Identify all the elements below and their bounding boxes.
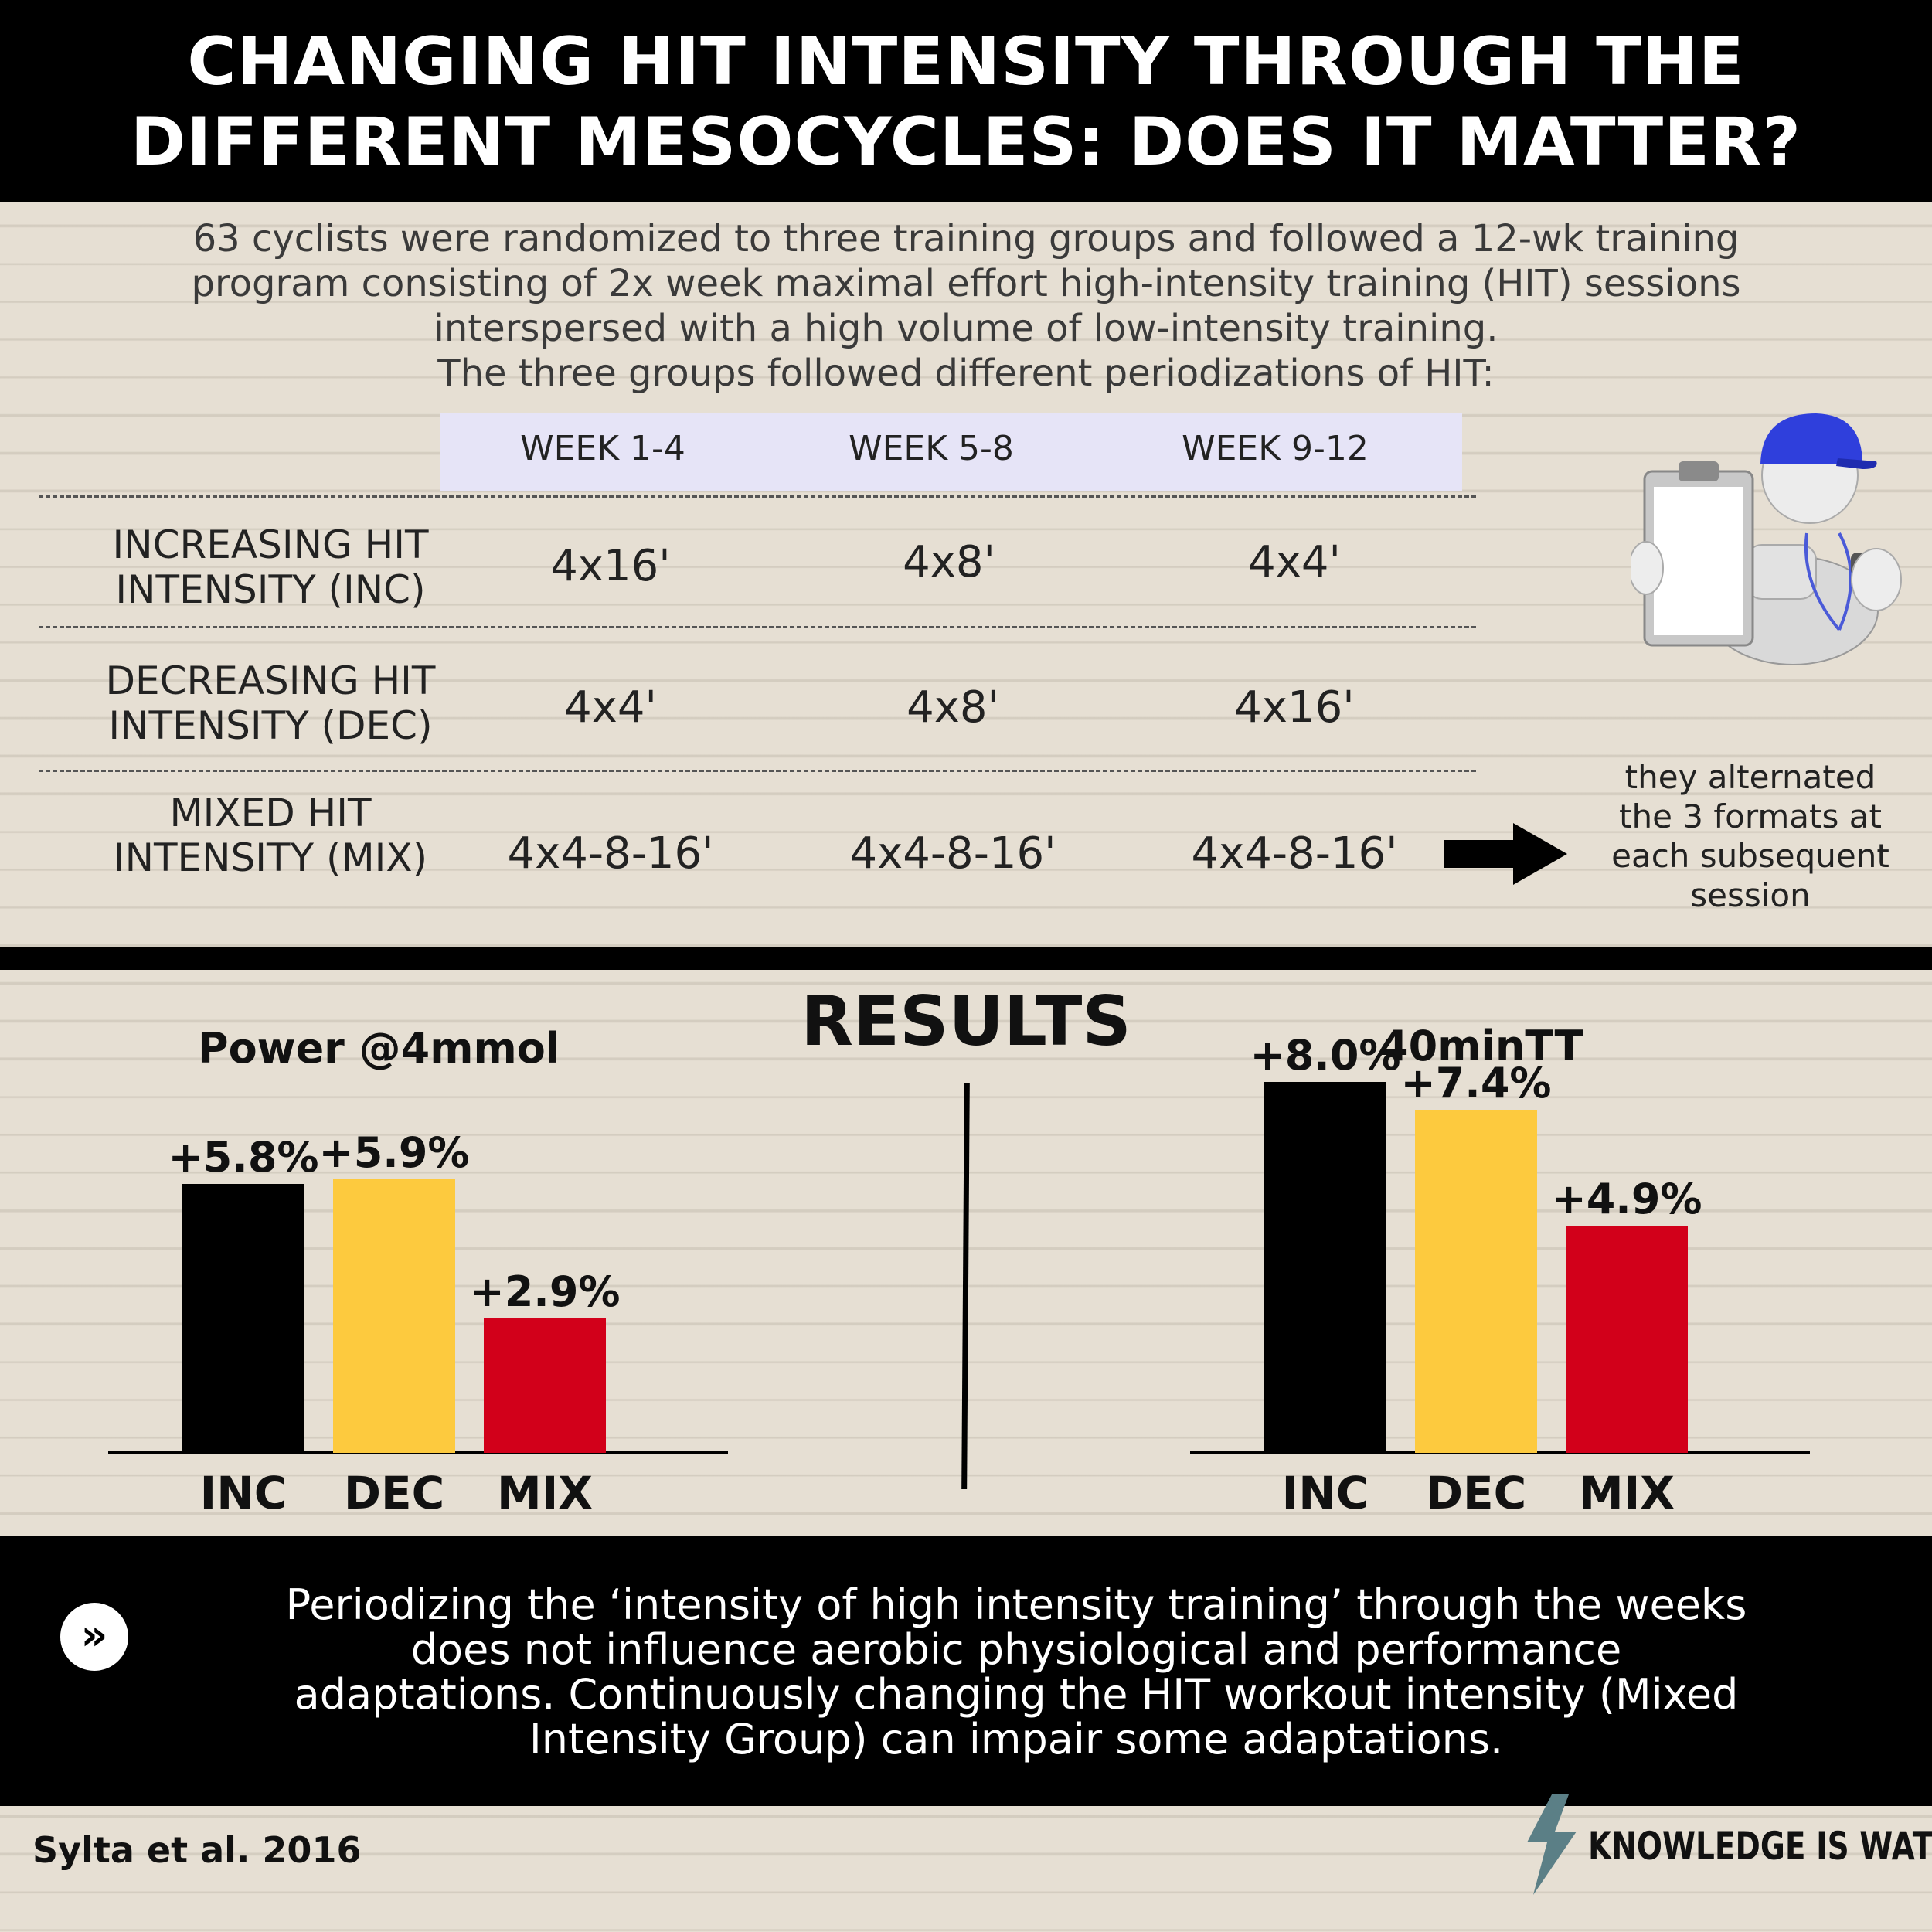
table-divider bbox=[39, 495, 1476, 498]
week-header-3: WEEK 9-12 bbox=[1182, 429, 1369, 468]
bar-dec bbox=[1415, 1110, 1537, 1453]
cell-inc-week3: 4x4' bbox=[1248, 537, 1341, 587]
tick-label-inc: INC bbox=[1282, 1467, 1369, 1519]
coach-figure-icon bbox=[1631, 413, 1902, 665]
section-divider bbox=[0, 947, 1932, 970]
intro-line-2: program consisting of 2x week maximal ef… bbox=[191, 262, 1741, 305]
row-label-mix: MIXED HIT INTENSITY (MIX) bbox=[39, 791, 502, 880]
cell-dec-week1: 4x4' bbox=[564, 682, 657, 733]
tick-label-inc: INC bbox=[200, 1467, 287, 1519]
mix-note-line: the 3 formats at bbox=[1619, 798, 1882, 835]
results-heading: RESULTS bbox=[801, 981, 1131, 1061]
cell-mix-week1: 4x4-8-16' bbox=[507, 828, 714, 879]
row-label-line: INTENSITY (MIX) bbox=[113, 835, 428, 880]
title-band bbox=[0, 0, 1932, 202]
tick-label-dec: DEC bbox=[1426, 1467, 1526, 1519]
double-chevron-right-icon: » bbox=[60, 1603, 128, 1671]
conclusion-line: Intensity Group) can impair some adaptat… bbox=[529, 1715, 1504, 1764]
data-label-mix: +4.9% bbox=[1551, 1175, 1702, 1223]
conclusion-line: adaptations. Continuously changing the H… bbox=[294, 1670, 1739, 1719]
cell-inc-week2: 4x8' bbox=[903, 537, 995, 587]
bar-inc bbox=[1264, 1082, 1386, 1453]
page-title: CHANGING HIT INTENSITY THROUGH THE DIFFE… bbox=[0, 22, 1932, 182]
mix-note-line: each subsequent bbox=[1611, 837, 1889, 875]
week-header-1: WEEK 1-4 bbox=[520, 429, 685, 468]
cell-mix-week2: 4x4-8-16' bbox=[849, 828, 1056, 879]
bar-inc bbox=[182, 1184, 304, 1453]
bar-dec bbox=[333, 1179, 455, 1453]
cell-inc-week1: 4x16' bbox=[550, 541, 671, 591]
row-label-line: INCREASING HIT bbox=[112, 522, 429, 567]
week-header-2: WEEK 5-8 bbox=[849, 429, 1014, 468]
brand-name: KNOWLEDGE IS WATT bbox=[1588, 1824, 1932, 1869]
chart-title-40mintt: 40minTT bbox=[1379, 1022, 1583, 1070]
mix-note-line: they alternated bbox=[1624, 758, 1876, 796]
data-label-dec: +7.4% bbox=[1400, 1059, 1551, 1107]
table-divider bbox=[39, 770, 1476, 772]
conclusion-text: Periodizing the ‘intensity of high inten… bbox=[193, 1583, 1839, 1762]
cell-dec-week3: 4x16' bbox=[1234, 682, 1355, 733]
data-label-inc: +8.0% bbox=[1250, 1031, 1400, 1080]
tick-label-mix: MIX bbox=[1579, 1467, 1675, 1519]
data-label-dec: +5.9% bbox=[318, 1128, 469, 1177]
right-arrow-icon bbox=[1444, 823, 1567, 885]
cell-mix-week3: 4x4-8-16' bbox=[1191, 828, 1398, 879]
chart-separator bbox=[961, 1083, 970, 1490]
citation: Sylta et al. 2016 bbox=[32, 1829, 362, 1871]
power-bar-chart: +5.8% INC +5.9% DEC +2.9% MIX bbox=[108, 1128, 728, 1519]
row-label-line: DECREASING HIT bbox=[105, 658, 436, 703]
mix-note-line: session bbox=[1690, 876, 1811, 914]
tick-label-dec: DEC bbox=[344, 1467, 444, 1519]
row-label-line: INTENSITY (DEC) bbox=[108, 703, 433, 748]
cell-dec-week2: 4x8' bbox=[906, 682, 999, 733]
40mintt-bar-chart: +8.0% INC +7.4% DEC +4.9% MIX bbox=[1190, 1031, 1810, 1519]
intro-line-1: 63 cyclists were randomized to three tra… bbox=[192, 217, 1740, 260]
row-label-line: MIXED HIT bbox=[169, 791, 372, 835]
lightning-bolt-icon bbox=[1527, 1794, 1577, 1895]
intro-text: 63 cyclists were randomized to three tra… bbox=[46, 216, 1886, 396]
title-line-1: CHANGING HIT INTENSITY THROUGH THE bbox=[187, 23, 1745, 100]
title-line-2: DIFFERENT MESOCYCLES: DOES IT MATTER? bbox=[130, 104, 1802, 181]
row-label-line: INTENSITY (INC) bbox=[115, 567, 426, 612]
intro-line-3: interspersed with a high volume of low-i… bbox=[434, 307, 1498, 350]
mix-note: they alternated the 3 formats at each su… bbox=[1577, 757, 1924, 915]
data-label-mix: +2.9% bbox=[469, 1267, 620, 1316]
row-label-inc: INCREASING HIT INTENSITY (INC) bbox=[39, 522, 502, 612]
row-label-dec: DECREASING HIT INTENSITY (DEC) bbox=[39, 658, 502, 748]
table-divider bbox=[39, 626, 1476, 628]
data-label-inc: +5.8% bbox=[168, 1133, 318, 1182]
conclusion-line: Periodizing the ‘intensity of high inten… bbox=[285, 1580, 1747, 1629]
conclusion-line: does not influence aerobic physiological… bbox=[410, 1625, 1622, 1674]
bar-mix bbox=[484, 1318, 606, 1453]
conclusion-band bbox=[0, 1536, 1932, 1806]
week-header bbox=[440, 413, 1462, 491]
tick-label-mix: MIX bbox=[497, 1467, 593, 1519]
intro-line-4: The three groups followed different peri… bbox=[437, 352, 1495, 395]
chart-title-power: Power @4mmol bbox=[198, 1024, 560, 1073]
bar-mix bbox=[1566, 1226, 1688, 1453]
